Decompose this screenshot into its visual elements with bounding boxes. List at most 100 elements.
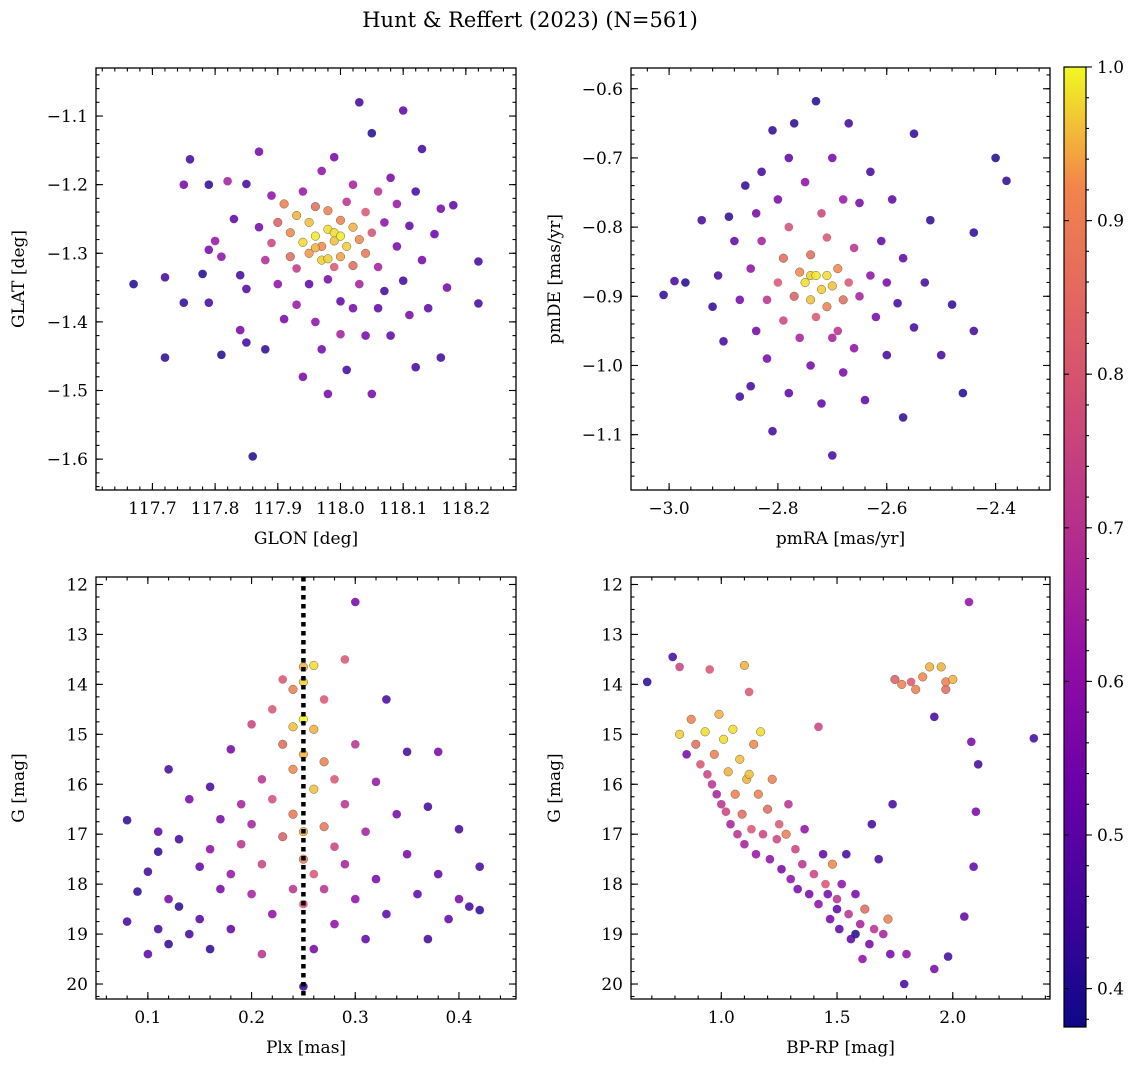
data-point [268,794,277,804]
data-point [730,236,739,246]
data-point [335,231,346,241]
data-point [223,176,232,186]
y-tick-label: −1.4 [47,313,88,333]
data-point [373,262,383,272]
data-point [398,276,408,286]
colorbar-tick-label: 0.8 [1097,365,1124,385]
data-point [855,198,864,208]
data-point [319,822,329,832]
data-point [751,849,761,859]
data-point [930,712,939,722]
data-point [791,844,800,854]
data-point [806,250,816,260]
data-point [682,750,691,759]
data-point [874,854,883,864]
x-tick-label: 2.0 [939,1008,966,1028]
data-point [330,842,339,851]
x-tick-label: 1.0 [708,1008,735,1028]
data-point [380,286,389,296]
data-point [960,912,969,921]
y-tick-label: 17 [601,825,623,845]
data-point [746,381,755,391]
data-point [756,727,766,737]
data-point [730,789,740,799]
data-point [735,392,745,401]
data-point [886,949,895,959]
data-point [386,331,395,340]
data-point [814,899,823,909]
data-point [744,769,754,779]
data-point [675,729,685,739]
axes-glon-glat: 117.7 117.8 117.9 118.0 118.1 118.2 −1.1 −1.2 −1… [9,67,517,549]
data-point [304,217,314,227]
data-point [236,799,246,809]
scatter-points [642,597,1039,989]
data-point [707,780,717,789]
data-point [723,767,733,777]
data-point [827,281,837,291]
y-axis-label: G [mag] [9,753,29,822]
data-point [340,655,350,664]
data-point [164,765,173,774]
data-point [323,389,333,399]
data-point [800,824,809,834]
x-axis-label: Plx [mas] [266,1038,346,1058]
data-point [798,859,807,869]
data-point [930,964,939,974]
data-point [971,807,981,816]
data-point [947,300,957,309]
colorbar-tick-label: 0.5 [1097,826,1124,846]
data-point [342,241,352,251]
data-point [806,361,815,370]
data-point [686,714,696,724]
y-tick-label: −0.9 [582,287,623,307]
axes-bprp-g: 1.0 1.5 2.0 12 13 14 15 16 17 18 19 20 BP-RP [mag] G … [545,575,1051,1058]
data-point [751,326,761,336]
data-point [179,298,189,308]
data-point [697,215,706,225]
data-point [675,662,684,672]
x-tick-label: −2.6 [866,499,907,519]
data-point [257,949,267,959]
data-point [822,233,832,242]
data-point [735,295,745,305]
data-point [348,303,358,313]
y-tick-label: 12 [601,575,623,595]
data-point [871,312,881,322]
colorbar: 0.4 0.5 0.6 0.7 0.8 0.9 1.0 [1063,58,1124,1028]
data-point [784,153,794,163]
data-point [758,829,768,839]
data-point [288,722,298,732]
data-point [226,869,236,879]
data-point [330,775,339,784]
data-point [811,270,821,281]
data-point [838,368,848,377]
data-point [784,799,793,809]
data-point [235,325,245,335]
data-point [822,270,832,281]
data-point [475,862,485,871]
data-point [340,799,350,809]
data-point [268,705,277,714]
data-point [386,173,395,183]
data-point [371,874,381,884]
data-point [849,343,859,353]
data-point [838,195,848,204]
data-point [918,672,928,682]
data-point [817,399,826,408]
y-tick-label: −1.3 [47,244,88,264]
data-point [705,665,714,674]
data-point [806,295,816,305]
y-tick-label: −0.6 [582,80,623,100]
x-tick-label: −2.4 [975,499,1016,519]
data-point [309,724,319,734]
data-point [335,252,346,262]
data-point [773,278,783,287]
data-point [351,740,360,749]
figure-title: Hunt & Reffert (2023) (N=561) [362,8,698,32]
x-tick-label: 117.7 [128,499,177,519]
data-point [925,662,935,672]
data-point [804,889,814,899]
data-point [392,809,402,819]
